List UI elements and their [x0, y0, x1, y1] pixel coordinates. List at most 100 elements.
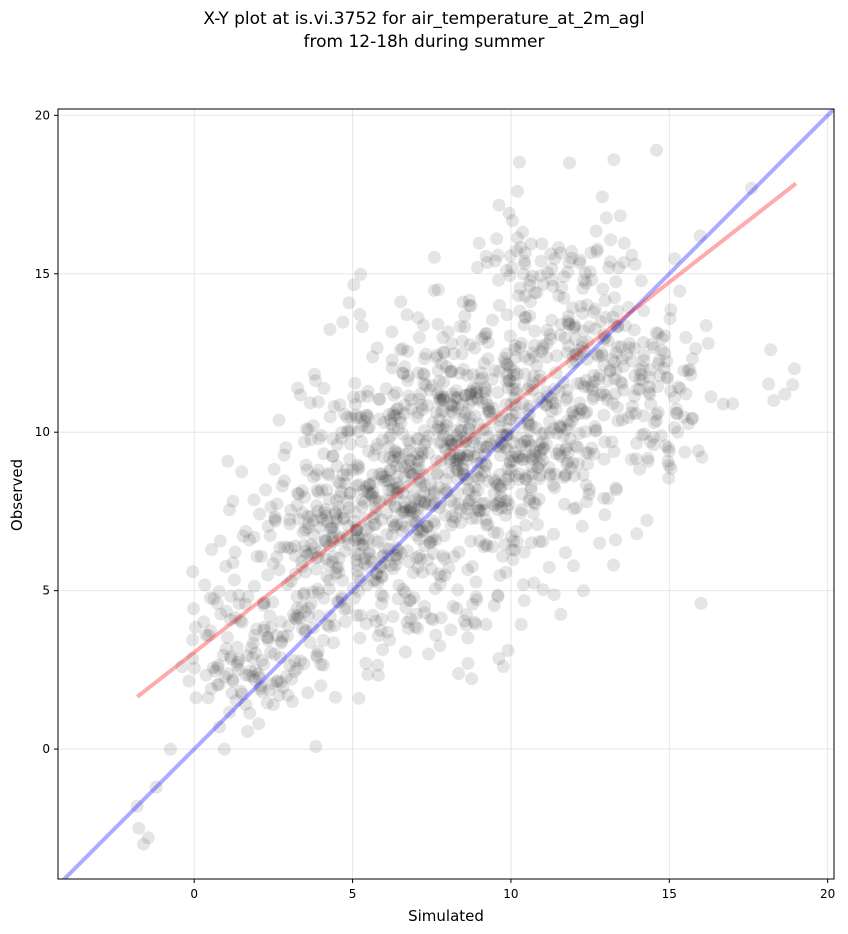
scatter-point: [413, 532, 427, 546]
scatter-point: [787, 362, 801, 376]
scatter-point: [361, 408, 375, 422]
scatter-point: [611, 340, 625, 354]
scatter-point: [447, 549, 461, 563]
scatter-point: [609, 363, 623, 377]
scatter-point: [272, 413, 286, 427]
scatter-point: [330, 459, 344, 473]
scatter-point: [307, 528, 321, 542]
scatter-point: [507, 543, 521, 557]
scatter-point: [528, 324, 542, 338]
scatter-point: [469, 575, 483, 589]
scatter-point: [240, 649, 254, 663]
scatter-point: [625, 399, 639, 413]
scatter-point: [545, 395, 559, 409]
scatter-point: [310, 648, 324, 662]
scatter-point: [622, 337, 636, 350]
scatter-point: [398, 460, 412, 474]
scatter-point: [250, 549, 264, 563]
scatter-point: [472, 503, 486, 517]
scatter-point: [275, 479, 289, 493]
scatter-point: [219, 560, 233, 573]
scatter-point: [527, 448, 541, 462]
scatter-point: [536, 442, 550, 456]
scatter-point: [762, 377, 776, 391]
scatter-point: [235, 687, 249, 701]
scatter-point: [505, 450, 519, 464]
scatter-point: [290, 499, 304, 512]
scatter-point: [437, 345, 450, 359]
scatter-point: [593, 536, 607, 550]
scatter-point: [519, 519, 533, 532]
scatter-point: [266, 698, 280, 712]
scatter-point: [322, 492, 336, 506]
scatter-point: [314, 544, 328, 558]
scatter-point: [394, 416, 408, 430]
scatter-point: [480, 326, 494, 340]
scatter-point: [503, 361, 517, 375]
scatter-point: [355, 320, 369, 333]
scatter-point: [617, 256, 631, 269]
scatter-point: [601, 334, 615, 348]
scatter-point: [383, 451, 397, 465]
scatter-point: [457, 468, 471, 482]
scatter-point: [534, 254, 548, 268]
scatter-point: [350, 558, 364, 572]
scatter-point: [662, 441, 676, 455]
scatter-point: [227, 573, 241, 587]
scatter-point: [258, 596, 271, 610]
scatter-point: [469, 590, 483, 604]
scatter-point: [234, 684, 248, 698]
scatter-point: [296, 525, 310, 539]
scatter-point: [701, 336, 715, 350]
scatter-point: [508, 339, 522, 353]
scatter-point: [458, 388, 472, 402]
scatter-point: [434, 435, 448, 449]
scatter-point: [243, 706, 257, 720]
scatter-point: [499, 429, 513, 443]
scatter-point: [590, 242, 604, 256]
scatter-point: [295, 555, 309, 568]
scatter-point: [536, 535, 550, 548]
scatter-point: [459, 389, 473, 402]
scatter-point: [366, 485, 380, 499]
scatter-point: [449, 428, 463, 442]
scatter-point: [622, 341, 636, 355]
scatter-point: [404, 402, 418, 416]
scatter-point: [417, 486, 431, 500]
scatter-point: [501, 644, 515, 657]
scatter-point: [376, 590, 390, 604]
scatter-point: [644, 363, 657, 377]
scatter-point: [548, 467, 562, 481]
scatter-point: [587, 375, 601, 389]
scatter-point: [230, 640, 244, 654]
scatter-point: [492, 198, 506, 212]
scatter-point: [359, 617, 373, 631]
scatter-point: [449, 510, 462, 524]
scatter-point: [522, 399, 536, 413]
scatter-point: [282, 619, 296, 633]
scatter-points: [130, 143, 801, 851]
scatter-point: [559, 443, 573, 457]
scatter-point: [317, 381, 331, 395]
scatter-point: [525, 452, 539, 466]
scatter-point: [449, 460, 462, 474]
scatter-point: [566, 321, 580, 335]
scatter-point: [189, 691, 203, 705]
scatter-point: [481, 430, 495, 444]
scatter-point: [350, 529, 364, 543]
scatter-point: [394, 343, 407, 357]
scatter-point: [405, 514, 419, 528]
scatter-point: [510, 367, 524, 381]
scatter-point: [465, 672, 479, 686]
scatter-point: [382, 483, 396, 497]
scatter-point: [335, 426, 349, 439]
scatter-point: [186, 565, 200, 579]
scatter-point: [204, 682, 218, 696]
scatter-point: [327, 526, 341, 540]
scatter-point: [615, 376, 629, 390]
scatter-point: [671, 425, 685, 439]
scatter-point: [535, 427, 549, 441]
scatter-point: [479, 457, 493, 471]
scatter-point: [544, 247, 558, 261]
scatter-point: [303, 396, 317, 410]
